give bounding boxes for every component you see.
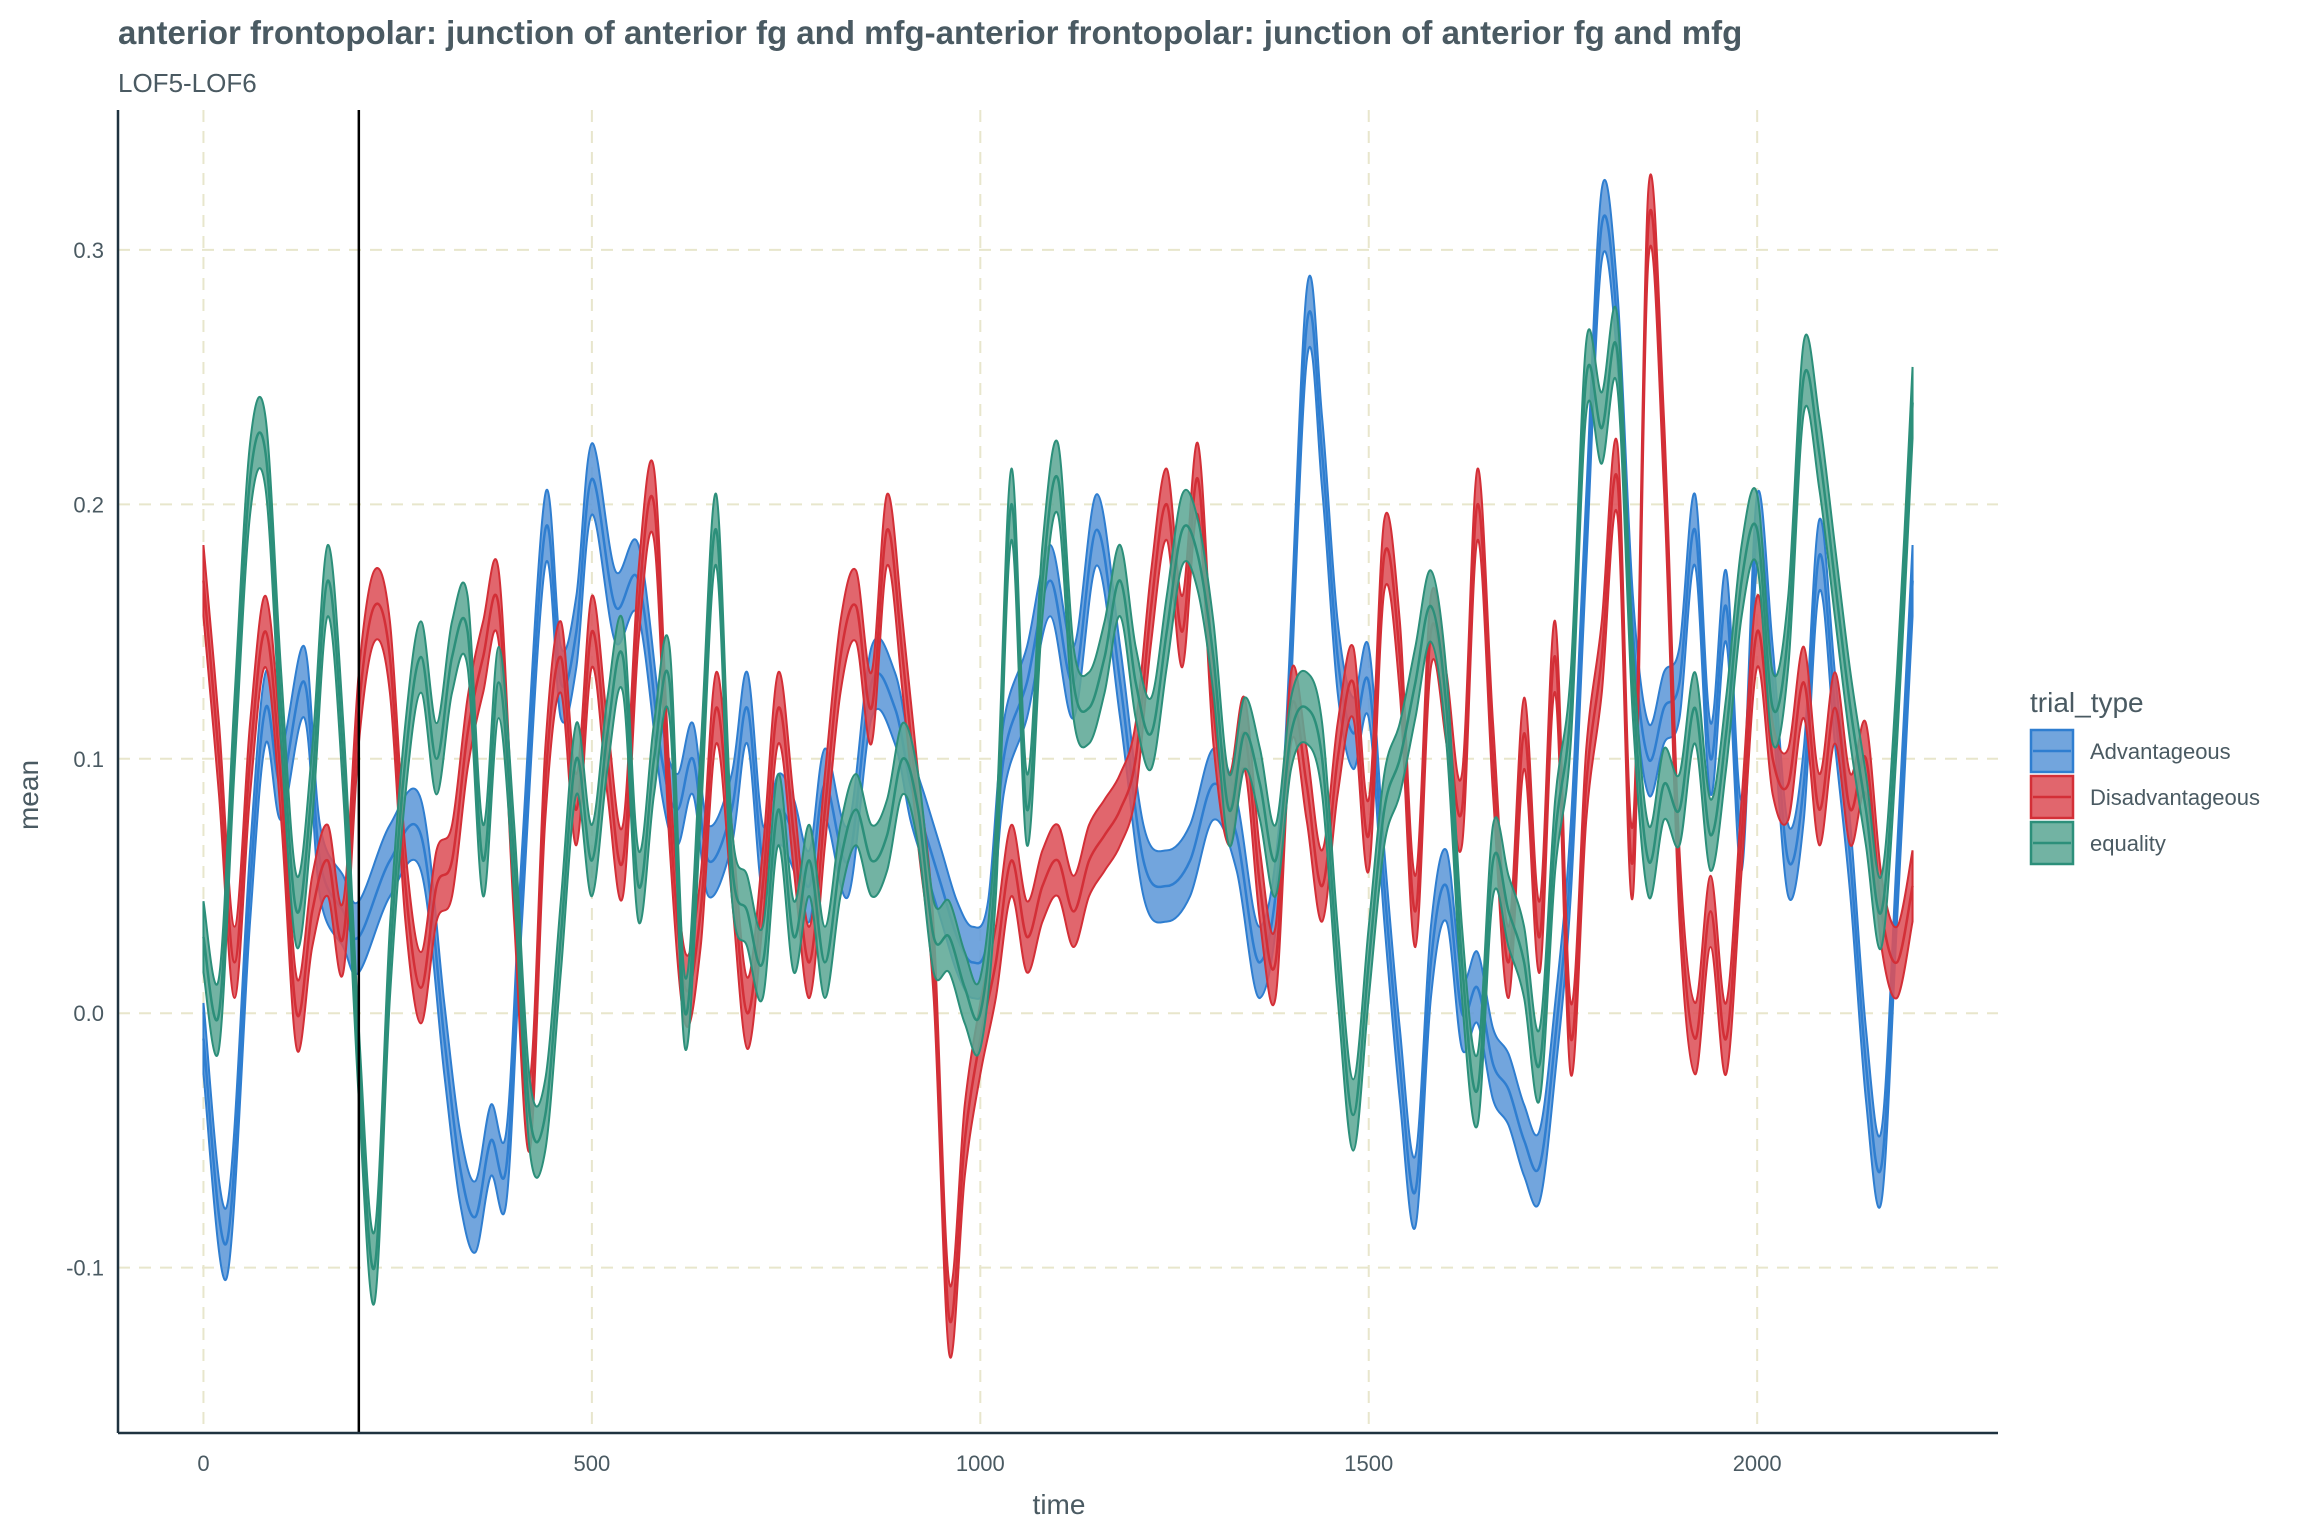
legend-label: Advantageous [2090, 739, 2231, 764]
legend: trial_type Advantageous Disadvantageous eq… [2029, 687, 2260, 866]
x-axis-title: time [1033, 1489, 1086, 1520]
x-tick-label: 1000 [956, 1451, 1005, 1476]
grid-layer [118, 110, 1998, 1433]
legend-title: trial_type [2030, 687, 2144, 718]
band-advantageous [202, 179, 1914, 1282]
legend-label: Disadvantageous [2090, 785, 2260, 810]
chart-subtitle: LOF5-LOF6 [118, 68, 257, 98]
bands-layer [202, 173, 1914, 1359]
y-tick-label: 0.3 [73, 238, 104, 263]
ticks-layer: -0.1 0.0 0.1 0.2 0.3 0 500 1000 1500 2000 [66, 238, 1782, 1476]
y-tick-label: 0.1 [73, 747, 104, 772]
legend-item-equality: equality [2029, 820, 2166, 866]
x-tick-label: 0 [197, 1451, 209, 1476]
mean-line-equality [202, 341, 1914, 1271]
legend-item-advantageous: Advantageous [2029, 728, 2231, 774]
legend-label: equality [2090, 831, 2166, 856]
legend-item-disadvantageous: Disadvantageous [2029, 774, 2260, 820]
chart-title: anterior frontopolar: junction of anteri… [118, 14, 1742, 51]
axes-layer [116, 110, 1998, 1435]
x-tick-label: 2000 [1733, 1451, 1782, 1476]
y-tick-label: -0.1 [66, 1256, 104, 1281]
y-tick-label: 0.0 [73, 1001, 104, 1026]
band-equality [202, 305, 1914, 1306]
x-tick-label: 500 [574, 1451, 611, 1476]
band-disadvantageous [202, 173, 1914, 1359]
y-axis-title: mean [13, 760, 44, 830]
y-tick-label: 0.2 [73, 492, 104, 517]
x-tick-label: 1500 [1344, 1451, 1393, 1476]
legend-items: Advantageous Disadvantageous equality [2029, 728, 2260, 866]
